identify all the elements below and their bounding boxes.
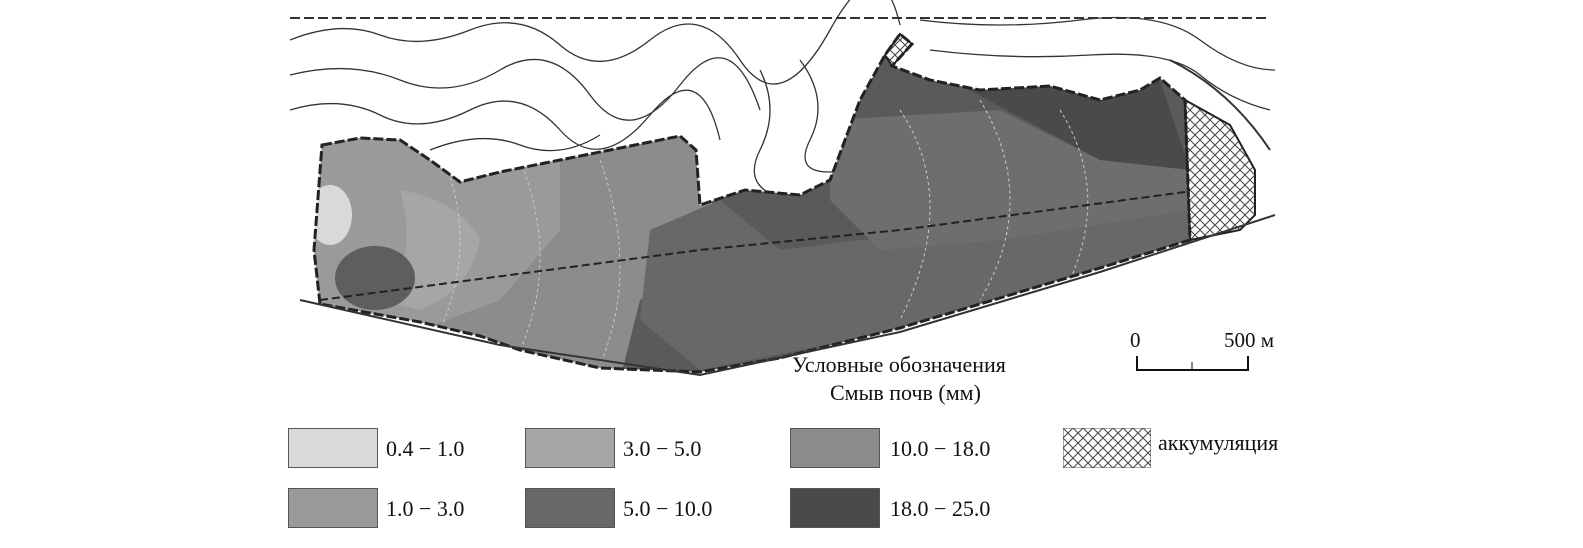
legend-label: 18.0 − 25.0: [890, 496, 991, 521]
scale-bar: [1136, 356, 1249, 371]
legend-swatch-10-18: [790, 428, 880, 468]
legend-swatch-18-25: [790, 488, 880, 528]
legend-swatch-5-10: [525, 488, 615, 528]
legend-title: Условные обозначения: [792, 352, 1006, 377]
zone-18-25: [960, 80, 1190, 170]
scale-end-label: 500 м: [1224, 328, 1275, 352]
legend-swatch-accumulation: [1063, 428, 1151, 468]
legend-label: аккумуляция: [1158, 430, 1279, 455]
zone-18-25: [335, 246, 415, 310]
legend-subtitle: Смыв почв (мм): [830, 380, 981, 405]
legend-label: 10.0 − 18.0: [890, 436, 991, 461]
zone-5-10: [830, 110, 1190, 250]
legend-label: 3.0 − 5.0: [623, 436, 702, 461]
legend-swatch-0.4-1: [288, 428, 378, 468]
legend-swatch-3-5: [525, 428, 615, 468]
accumulation-zone: [1183, 98, 1256, 242]
legend-label: 0.4 − 1.0: [386, 436, 465, 461]
legend-label: 1.0 − 3.0: [386, 496, 465, 521]
legend-swatch-1-3: [288, 488, 378, 528]
topographic-contours: [289, 0, 1276, 201]
scale-start-label: 0: [1130, 328, 1141, 352]
legend-label: 5.0 − 10.0: [623, 496, 713, 521]
